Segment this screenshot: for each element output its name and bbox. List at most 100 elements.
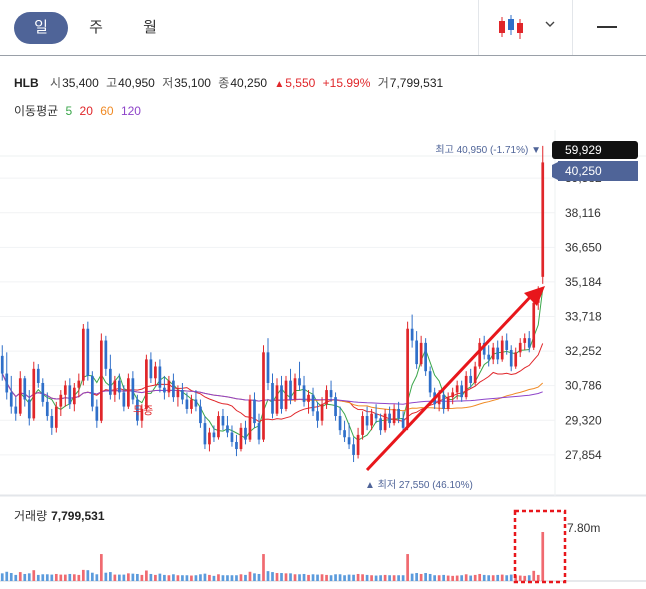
volume-bar [374,575,378,581]
candle-body [253,399,256,424]
candle-body [518,342,522,353]
volume-bar [437,575,441,581]
minus-icon[interactable] [597,26,617,28]
volume-bar [199,574,202,581]
volume-bar [0,573,4,581]
tab-monthly[interactable]: 월 [130,12,170,44]
candle-body [167,380,171,393]
volume-bar [383,574,387,581]
candle-body [541,162,545,277]
volume-bar [316,574,319,581]
volume-label-short: 거 [377,76,389,90]
candlestick-icon[interactable] [496,14,526,40]
volume-bar [208,574,211,581]
volume-bar [428,573,432,581]
candle-body [451,392,455,398]
current-price-badge [558,161,638,181]
candle-body [374,413,378,419]
volume-bar [500,574,504,581]
candle-body [63,385,67,395]
volume-bar [302,573,306,581]
volume-bar [401,575,405,581]
candle-body [109,368,112,395]
volume-bar [90,572,94,581]
candle-body [140,408,144,421]
volume-bar [32,570,36,581]
volume-bar [5,571,9,581]
candle-body [397,408,400,419]
candle-body [275,385,279,414]
volume-bar [343,575,346,581]
candle-body [0,355,4,374]
volume-bar [442,574,446,581]
chevron-down-icon[interactable] [542,16,558,32]
close-label: 종 [218,76,230,90]
candle-body [527,338,531,348]
candle-body [181,390,184,400]
candle-body [136,399,139,421]
close-value: 40,250 [230,76,268,90]
volume-bar [482,574,486,581]
candle-body [280,385,283,409]
candle-body [18,378,22,414]
candle-body [428,371,432,393]
volume-bar [496,574,500,581]
volume-bar [518,575,522,581]
volume-bar [527,575,531,581]
candle-body [307,394,310,402]
candle-body [36,368,40,383]
candlestick-icon-graphic [499,15,523,39]
volume-bar [253,573,256,581]
candle-body [221,416,225,426]
candle-body [491,347,495,360]
candle-body [190,399,193,409]
price-tick-label: 29,320 [565,413,602,427]
volume-bar [406,554,409,581]
volume-bar [68,573,72,581]
candle-body [437,394,441,405]
volume-bar [181,575,184,581]
candle-body [99,340,103,421]
volume-bar [99,554,103,581]
ma-5: 5 [65,104,73,118]
change-value: 5,550 [285,76,316,90]
volume-bar [532,570,536,581]
candle-body [122,392,126,407]
candle-body [27,399,31,419]
volume-bar [122,574,126,581]
volume-bar [203,573,207,581]
volume-bar [217,574,220,581]
volume-bar [257,573,261,581]
candle-body [113,380,117,395]
volume-bar [536,574,540,581]
candle-body [5,373,9,393]
volume-bar [185,575,189,581]
candle-body [352,444,355,455]
trend-arrow-line [365,292,535,472]
candle-body [262,352,265,440]
price-tick-label: 36,650 [565,240,602,254]
volume-highlight-box [513,509,567,584]
volume-bar [140,574,144,581]
volume-bar [113,574,117,581]
change-percent: +15.99% [322,76,371,90]
ma-20: 20 [79,104,93,118]
candle-body [194,399,198,407]
volume-bar [293,574,297,581]
candle-body [45,401,49,417]
tab-daily[interactable]: 일 [14,12,68,44]
no-increase-annotation: 무증 [133,405,153,417]
volume-bar [158,573,162,581]
candle-body [271,382,274,414]
candle-body [361,416,364,435]
candle-body [226,425,229,433]
volume-bar [325,574,328,581]
volume-bar [433,575,436,581]
volume-bar [131,573,135,581]
candle-body [266,352,270,383]
price-tick-label: 35,184 [565,275,602,289]
price-tick-label: 38,116 [565,206,601,220]
tab-weekly[interactable]: 주 [76,12,116,44]
candle-body [90,375,94,407]
